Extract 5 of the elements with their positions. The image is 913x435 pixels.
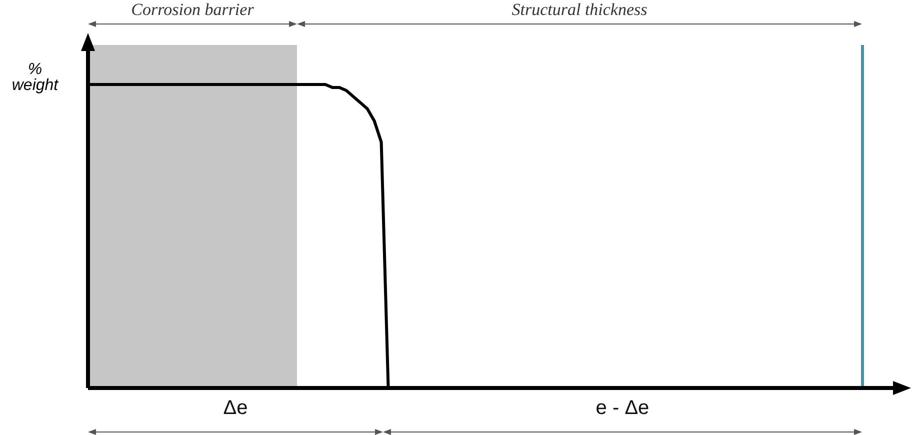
y-axis-title: % weight [10,61,60,94]
text: e - Δe [596,397,650,420]
text: Corrosion barrier [131,0,254,20]
text: Structural thickness [512,0,648,20]
text: Δe [223,397,248,420]
